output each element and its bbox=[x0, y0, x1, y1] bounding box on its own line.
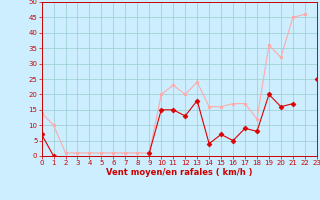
X-axis label: Vent moyen/en rafales ( km/h ): Vent moyen/en rafales ( km/h ) bbox=[106, 168, 252, 177]
